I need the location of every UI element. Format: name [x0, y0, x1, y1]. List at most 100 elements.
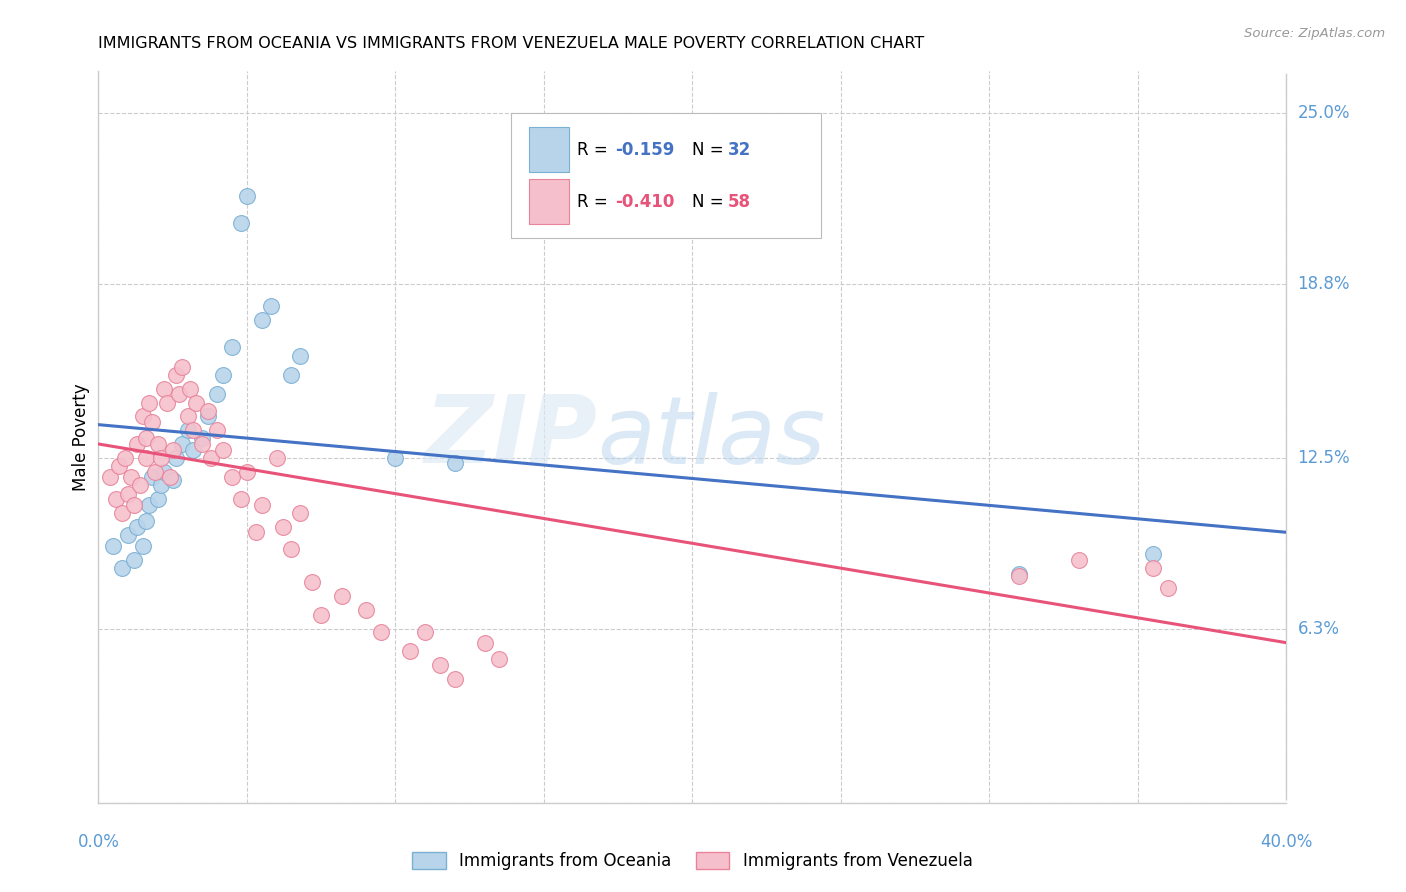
Point [309, 608, 332, 623]
Point [370, 624, 392, 639]
Point [135, 432, 157, 446]
Point [129, 478, 152, 492]
Point [301, 574, 323, 589]
Point [266, 450, 288, 465]
Point [1156, 581, 1178, 595]
Point [143, 465, 166, 479]
Point [186, 395, 208, 409]
Point [384, 450, 406, 465]
Point [1008, 569, 1031, 583]
Point [183, 442, 205, 457]
Point [156, 395, 179, 409]
Point [488, 652, 510, 666]
Point [162, 473, 184, 487]
Point [176, 423, 198, 437]
Point [132, 409, 155, 424]
Point [1067, 553, 1090, 567]
Text: IMMIGRANTS FROM OCEANIA VS IMMIGRANTS FROM VENEZUELA MALE POVERTY CORRELATION CH: IMMIGRANTS FROM OCEANIA VS IMMIGRANTS FR… [98, 36, 925, 51]
Point [1142, 561, 1164, 575]
Point [141, 415, 163, 429]
Legend: Immigrants from Oceania, Immigrants from Venezuela: Immigrants from Oceania, Immigrants from… [404, 844, 981, 879]
Point [125, 520, 148, 534]
Point [138, 498, 160, 512]
Point [197, 404, 219, 418]
Point [165, 368, 187, 382]
Text: N =: N = [692, 193, 730, 211]
Point [212, 368, 235, 382]
Point [114, 450, 136, 465]
Point [146, 437, 169, 451]
Point [149, 450, 172, 465]
Point [170, 437, 193, 451]
Point [183, 423, 205, 437]
Point [117, 486, 139, 500]
Point [245, 525, 267, 540]
Point [122, 498, 145, 512]
Point [205, 423, 228, 437]
Point [271, 520, 294, 534]
Point [1008, 566, 1031, 581]
Text: 0.0%: 0.0% [77, 833, 120, 851]
Text: -0.410: -0.410 [616, 193, 675, 211]
Point [200, 450, 222, 465]
Point [132, 539, 155, 553]
Point [162, 442, 184, 457]
Point [179, 382, 201, 396]
Point [170, 359, 193, 374]
Point [135, 514, 157, 528]
Point [1142, 548, 1164, 562]
Point [443, 456, 465, 470]
Text: R =: R = [578, 141, 613, 159]
Point [250, 498, 273, 512]
Point [443, 672, 465, 686]
Point [354, 602, 377, 616]
Point [108, 458, 131, 473]
Point [176, 409, 198, 424]
FancyBboxPatch shape [529, 128, 569, 172]
Point [221, 340, 243, 354]
Text: atlas: atlas [598, 392, 825, 483]
Point [205, 387, 228, 401]
Y-axis label: Male Poverty: Male Poverty [72, 384, 90, 491]
Point [474, 636, 496, 650]
Text: ZIP: ZIP [425, 391, 598, 483]
Text: 32: 32 [728, 141, 751, 159]
Point [135, 450, 157, 465]
Point [399, 644, 422, 658]
Point [290, 349, 312, 363]
Point [221, 470, 243, 484]
Point [165, 450, 187, 465]
Point [120, 470, 142, 484]
Point [152, 382, 174, 396]
Point [280, 541, 302, 556]
Text: Source: ZipAtlas.com: Source: ZipAtlas.com [1244, 27, 1385, 40]
Point [141, 470, 163, 484]
Point [413, 624, 436, 639]
FancyBboxPatch shape [529, 179, 569, 224]
Point [111, 506, 134, 520]
Point [149, 478, 172, 492]
Point [229, 492, 252, 507]
Text: 25.0%: 25.0% [1298, 103, 1350, 122]
Point [125, 437, 148, 451]
Point [290, 506, 312, 520]
Point [98, 470, 121, 484]
Point [236, 465, 259, 479]
Point [105, 492, 128, 507]
Text: N =: N = [692, 141, 730, 159]
Point [212, 442, 235, 457]
Point [197, 409, 219, 424]
Point [280, 368, 302, 382]
FancyBboxPatch shape [510, 113, 821, 238]
Point [167, 387, 190, 401]
Point [138, 395, 160, 409]
Point [152, 465, 174, 479]
Text: 18.8%: 18.8% [1298, 275, 1350, 293]
Point [260, 299, 283, 313]
Point [429, 657, 451, 672]
Point [330, 589, 353, 603]
Point [250, 312, 273, 326]
Point [103, 539, 125, 553]
Point [159, 470, 181, 484]
Text: 58: 58 [728, 193, 751, 211]
